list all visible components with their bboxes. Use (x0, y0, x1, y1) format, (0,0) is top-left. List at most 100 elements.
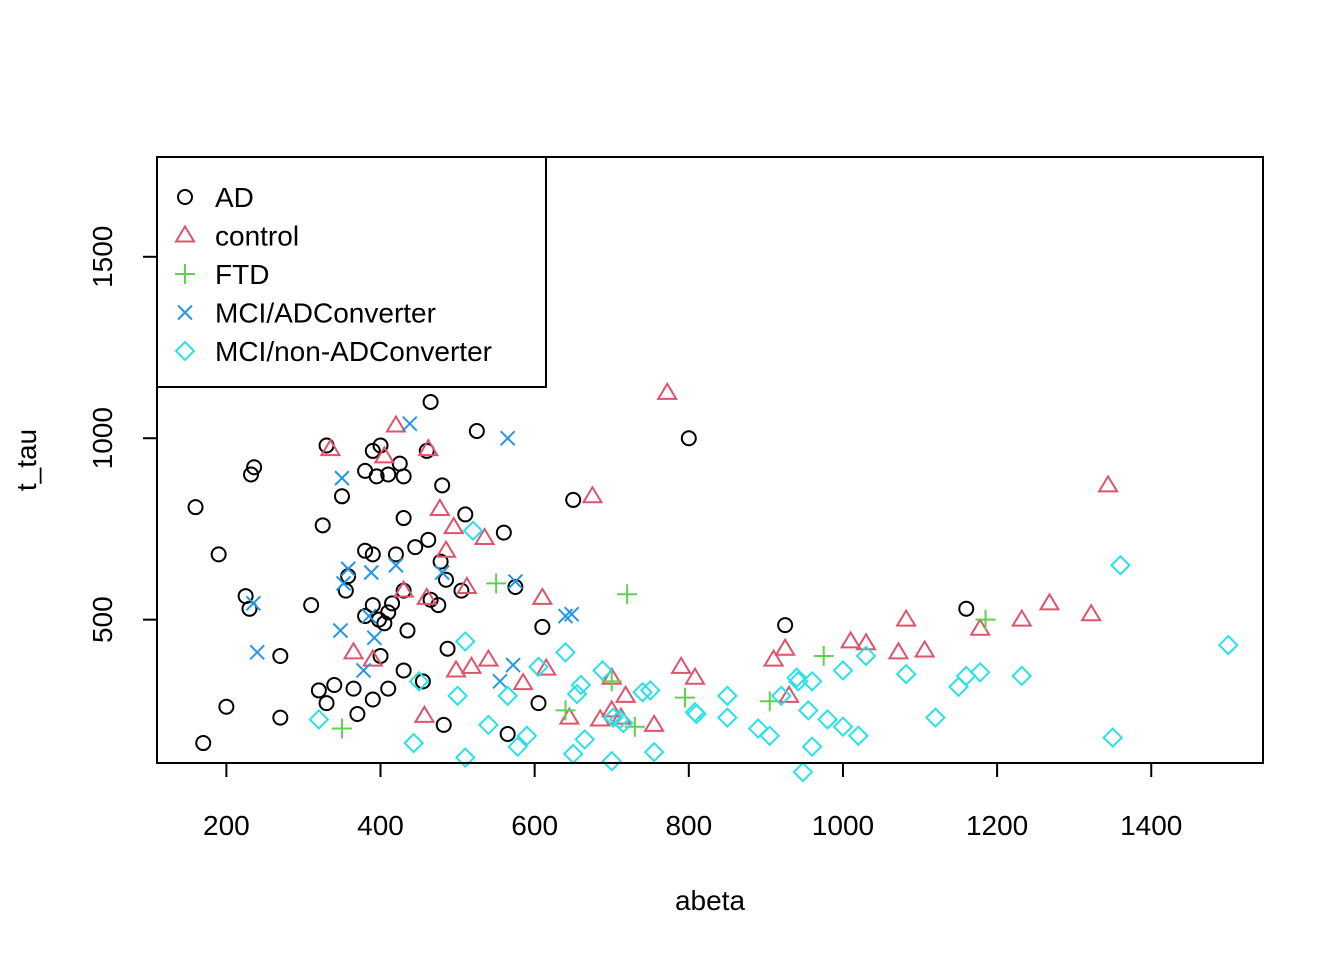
point-s1-29 (368, 468, 385, 485)
x-tick-label-5: 1000 (812, 810, 874, 841)
point-s1-60 (495, 524, 512, 541)
point-s2-41 (1010, 608, 1033, 627)
point-s2-5 (385, 414, 407, 433)
point-s1-48 (420, 531, 437, 548)
legend-label-3: FTD (215, 259, 269, 290)
point-s5-32 (786, 667, 808, 689)
x-tick-label-7: 1400 (1120, 810, 1182, 841)
point-s3-9 (813, 645, 834, 666)
y-axis: 500 1000 1500 (87, 226, 158, 643)
x-tick-label-6: 1200 (966, 810, 1028, 841)
point-s2-11 (435, 539, 457, 558)
legend-label-1: AD (215, 182, 254, 213)
point-s5-52 (787, 670, 809, 692)
point-s1-3 (210, 546, 227, 563)
point-s5-1 (308, 709, 330, 730)
point-s2-18 (512, 672, 534, 691)
x-tick-label-4: 800 (665, 810, 712, 841)
point-s5-18 (592, 660, 613, 681)
point-s4-5 (335, 575, 352, 592)
point-s2-28 (643, 713, 665, 732)
point-s5-11 (516, 725, 538, 747)
point-s1-42 (395, 468, 412, 485)
point-s1-37 (384, 595, 401, 612)
point-s2-16 (473, 527, 496, 546)
point-s5-23 (632, 681, 653, 703)
point-s1-61 (499, 725, 516, 742)
point-s5-3 (408, 670, 430, 692)
legend-label-5: MCI/non-ADConverter (215, 336, 492, 367)
point-s5-16 (570, 674, 592, 696)
point-s1-57 (453, 582, 470, 599)
point-s5-51 (684, 701, 706, 723)
point-s2-4 (373, 445, 396, 464)
point-s1-46 (414, 673, 431, 690)
point-s5-20 (602, 707, 624, 729)
point-s4-17 (507, 573, 524, 590)
point-s1-1 (187, 499, 204, 516)
point-s5-29 (747, 718, 769, 739)
point-s2-36 (855, 632, 877, 651)
point-s2-13 (445, 659, 467, 678)
point-s1-21 (349, 706, 366, 723)
point-s4-9 (363, 564, 379, 581)
legend-item-4: MCI/ADConverter (177, 298, 436, 329)
point-s5-37 (832, 660, 854, 681)
legend-label-4: MCI/ADConverter (215, 298, 436, 329)
point-s1-45 (407, 539, 424, 556)
point-s2-19 (531, 586, 554, 605)
point-s4-13 (434, 564, 450, 581)
legend-item-2: control (174, 221, 299, 252)
point-s5-45 (969, 661, 991, 683)
point-s1-17 (333, 488, 350, 505)
point-s3-7 (674, 687, 695, 708)
legend-marker-3 (175, 264, 195, 284)
point-s2-38 (895, 608, 917, 627)
point-s4-1 (245, 595, 262, 612)
point-s1-41 (395, 510, 412, 527)
point-s5-19 (601, 750, 623, 772)
point-s2-14 (456, 576, 478, 595)
point-s4-15 (499, 430, 516, 446)
point-s1-36 (380, 680, 397, 697)
point-s5-17 (574, 728, 596, 750)
point-s1-33 (376, 615, 393, 632)
point-s1-4 (218, 698, 235, 715)
point-s1-53 (434, 477, 451, 494)
legend-marker-5 (174, 340, 196, 362)
point-s2-17 (477, 648, 500, 667)
point-s5-9 (497, 685, 519, 707)
point-s2-6 (392, 579, 415, 598)
point-s1-52 (432, 553, 449, 570)
point-s1-68 (958, 600, 975, 617)
point-s5-8 (478, 714, 499, 736)
point-s5-4 (447, 685, 468, 707)
point-s1-67 (777, 617, 794, 634)
point-s1-54 (435, 716, 452, 733)
point-s3-2 (486, 573, 507, 594)
legend: AD control FTD MCI/ADConverter MCI/non-ADCon… (156, 156, 547, 388)
point-s5-36 (817, 709, 838, 730)
legend-item-5: MCI/non-ADConverter (174, 336, 492, 367)
point-s1-35 (380, 604, 397, 621)
x-tick-label-2: 400 (357, 810, 404, 841)
legend-marker-4 (177, 304, 193, 321)
legend-item-1: AD (177, 182, 254, 213)
points-layer (187, 381, 1239, 783)
point-s1-8 (246, 459, 263, 476)
point-s4-4 (334, 470, 350, 486)
point-s2-29 (656, 381, 678, 400)
series-5 (308, 520, 1239, 783)
point-s1-51 (430, 597, 447, 614)
point-s1-63 (530, 695, 547, 712)
point-s1-28 (364, 691, 381, 708)
point-s5-47 (1102, 727, 1124, 749)
point-s1-12 (310, 682, 327, 699)
point-s2-33 (774, 637, 796, 656)
point-s1-59 (468, 422, 485, 439)
point-s2-3 (362, 648, 384, 667)
point-s1-65 (565, 491, 582, 508)
x-tick-label-1: 200 (203, 810, 250, 841)
point-s5-48 (1110, 554, 1131, 576)
